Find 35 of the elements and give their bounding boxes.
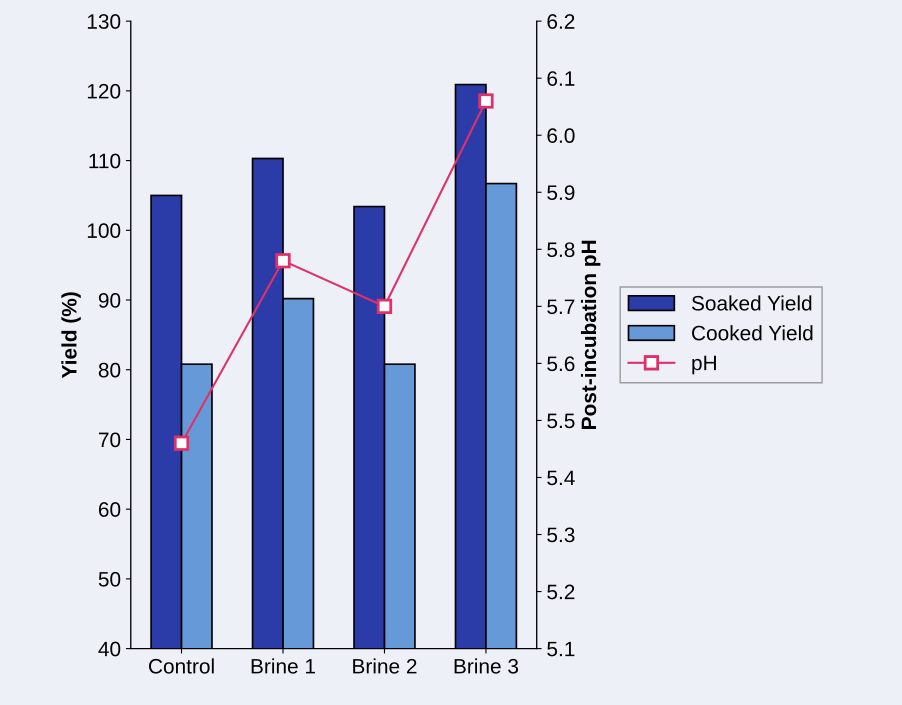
- y2-tick-label: 5.1: [547, 642, 574, 656]
- y2-tick-label: 5.9: [547, 185, 574, 200]
- point: [174, 436, 190, 451]
- y2-axis-title: Post-incubation pH: [580, 240, 600, 429]
- y2-tick-label: 6.0: [547, 128, 575, 143]
- y2-tick-label: 5.8: [547, 242, 574, 258]
- x-tick-label: Control: [149, 658, 214, 674]
- point: [478, 93, 494, 109]
- y2-tick-label: 5.5: [547, 414, 574, 428]
- y-tick-label: 40: [98, 642, 120, 656]
- y-axis-title: Yield (%): [61, 292, 81, 378]
- y-tick-label: 70: [98, 432, 120, 448]
- y-tick-label: 80: [98, 362, 120, 378]
- y-tick-label: 100: [88, 223, 120, 238]
- y-tick-label: 90: [98, 293, 120, 308]
- y-tick-label: 110: [89, 154, 120, 168]
- x-tick-label: Brine 3: [454, 658, 518, 674]
- y-tick-label: 130: [88, 14, 120, 29]
- y2-tick-label: 6.2: [547, 14, 574, 29]
- y-tick-label: 120: [88, 84, 120, 99]
- y-tick-label: 60: [98, 502, 120, 517]
- y2-tick-label: 5.7: [547, 300, 574, 314]
- legend-label: Cooked Yield: [692, 325, 812, 340]
- y2-tick-label: 5.6: [547, 356, 574, 372]
- y2-tick-label: 6.1: [547, 71, 574, 86]
- legend-label: Soaked Yield: [692, 295, 812, 311]
- point: [275, 253, 291, 268]
- x-tick-label: Brine 1: [252, 658, 315, 674]
- y2-tick-label: 5.3: [547, 528, 574, 542]
- y-tick-label: 50: [98, 572, 120, 587]
- y2-tick-label: 5.2: [547, 584, 574, 600]
- x-tick-label: Brine 2: [353, 658, 416, 674]
- y2-tick-label: 5.4: [547, 470, 575, 486]
- point: [376, 298, 392, 314]
- legend-label: pH: [692, 356, 716, 374]
